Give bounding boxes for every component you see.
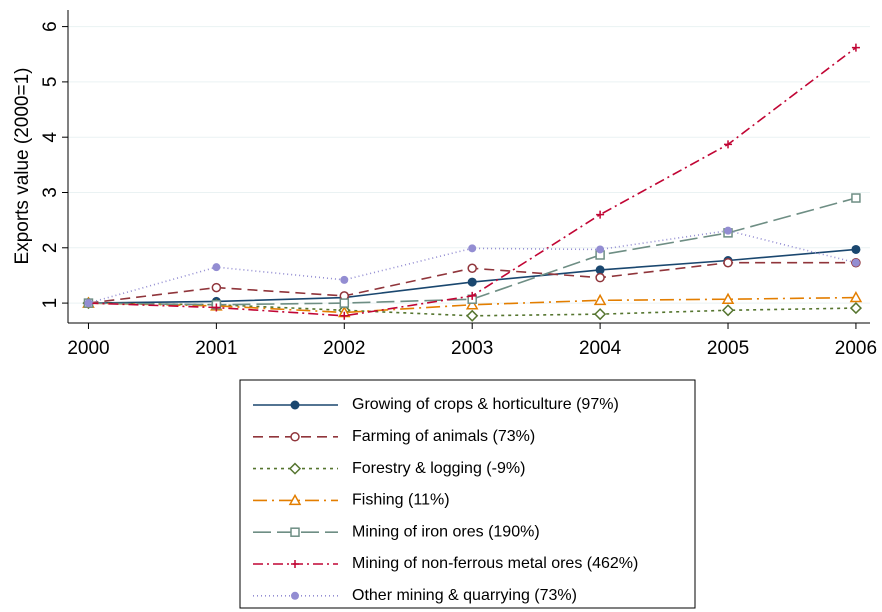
x-tick-label: 2003	[451, 338, 493, 359]
x-tick-label: 2005	[707, 338, 749, 359]
point	[721, 304, 735, 317]
point	[84, 299, 93, 308]
x-tick-label: 2006	[835, 338, 877, 359]
legend-marker	[288, 462, 302, 475]
legend-label: Farming of animals (73%)	[352, 428, 535, 445]
point	[467, 277, 477, 287]
point	[468, 291, 477, 300]
point	[851, 244, 861, 254]
point	[211, 282, 222, 293]
x-tick-label: 2004	[579, 338, 622, 359]
point	[212, 303, 221, 312]
legend-label: Forestry & logging (-9%)	[352, 460, 525, 477]
point	[212, 263, 221, 272]
y-tick-label: 2	[40, 243, 61, 254]
y-tick-label: 5	[40, 77, 61, 88]
point	[723, 257, 733, 268]
legend-box	[239, 379, 696, 609]
y-tick-label: 6	[40, 21, 61, 32]
legend-marker	[288, 493, 302, 506]
x-tick-label: 2002	[323, 338, 365, 359]
point	[851, 43, 860, 52]
point	[467, 263, 477, 274]
legend-marker	[290, 432, 300, 442]
point	[465, 298, 479, 310]
point	[468, 244, 477, 253]
point	[851, 258, 860, 267]
legend-label: Other mining & quarrying (73%)	[352, 587, 577, 604]
point	[466, 309, 479, 322]
point	[596, 210, 605, 219]
y-tick-label: 1	[40, 298, 61, 309]
point	[340, 311, 349, 320]
point	[593, 293, 607, 306]
y-tick-label: 4	[40, 131, 61, 142]
point	[340, 275, 349, 284]
point	[849, 291, 863, 303]
point	[339, 298, 350, 308]
legend-label: Fishing (11%)	[352, 492, 450, 509]
point	[724, 226, 733, 235]
legend-label: Mining of iron ores (190%)	[352, 523, 540, 540]
point	[851, 193, 861, 203]
point	[594, 308, 607, 321]
point	[724, 140, 733, 149]
point	[596, 245, 605, 254]
legend-marker	[291, 591, 299, 600]
legend-marker	[291, 560, 299, 568]
point	[849, 302, 862, 315]
x-tick-label: 2000	[67, 338, 109, 359]
legend-label: Growing of crops & horticulture (97%)	[352, 396, 619, 413]
point	[721, 292, 735, 304]
y-tick-label: 3	[40, 187, 61, 198]
legend-label: Mining of non-ferrous metal ores (462%)	[352, 555, 638, 572]
legend-marker	[290, 400, 300, 410]
y-axis-label: Exports value (2000=1)	[12, 68, 33, 265]
point	[595, 265, 605, 275]
legend-marker	[290, 527, 300, 537]
point	[595, 272, 605, 283]
x-tick-label: 2001	[195, 338, 237, 359]
